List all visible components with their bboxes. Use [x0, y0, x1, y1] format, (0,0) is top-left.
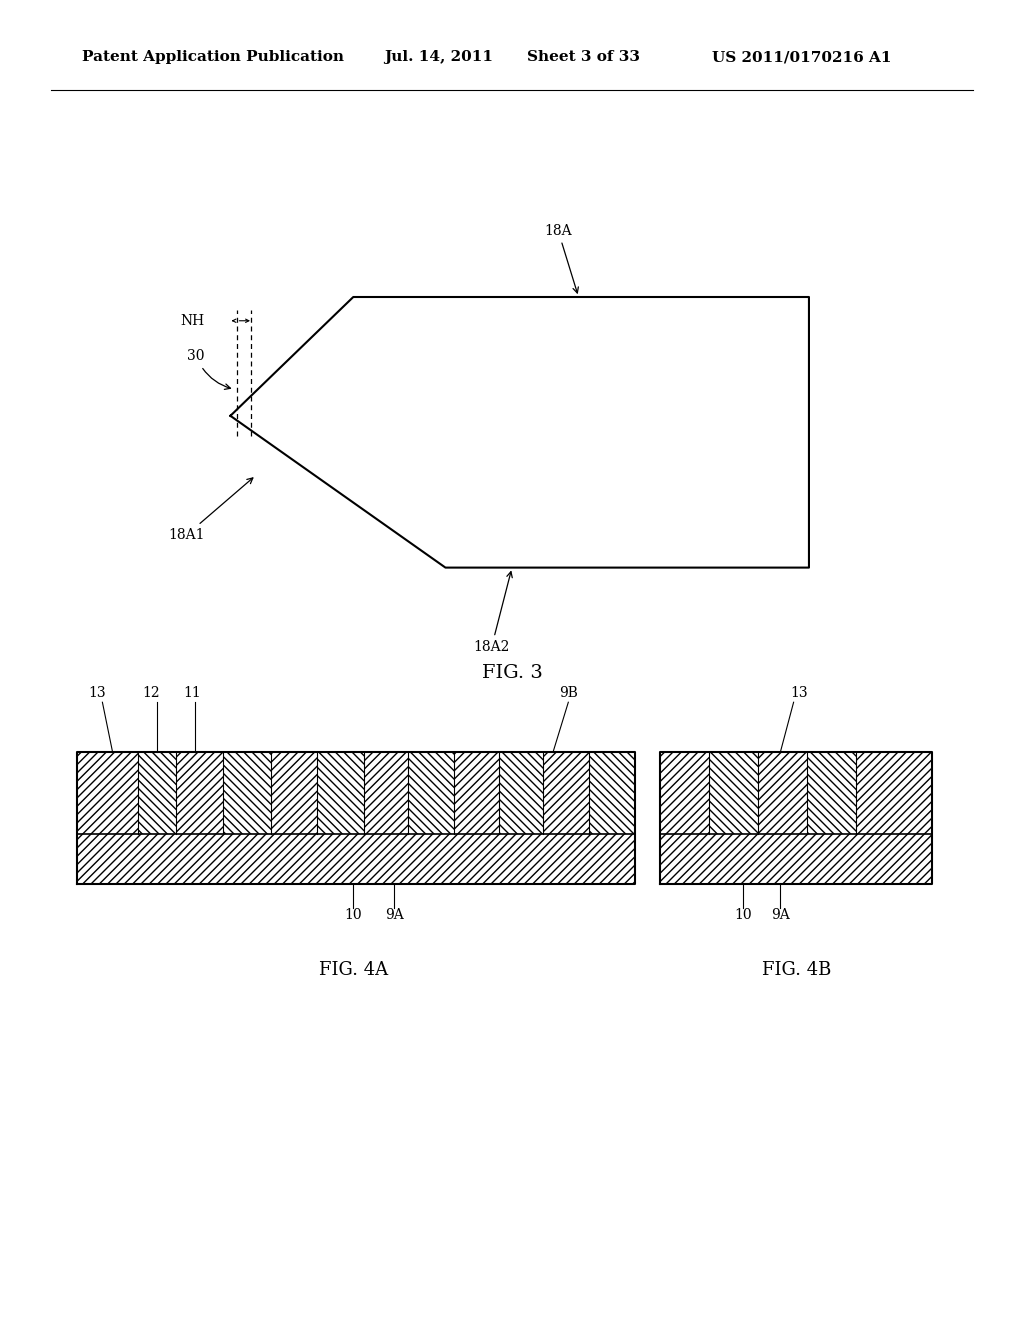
Bar: [758, 752, 807, 834]
Text: FIG. 4A: FIG. 4A: [318, 961, 388, 979]
Bar: [408, 752, 454, 834]
Text: 30: 30: [187, 350, 230, 389]
Text: Patent Application Publication: Patent Application Publication: [82, 50, 344, 65]
Bar: [589, 752, 635, 834]
Text: FIG. 3: FIG. 3: [481, 664, 543, 682]
Bar: [499, 752, 543, 834]
Bar: [710, 752, 758, 834]
Bar: [138, 752, 176, 834]
Text: NH: NH: [180, 314, 205, 327]
Text: 18A1: 18A1: [168, 478, 253, 543]
Bar: [454, 752, 499, 834]
Bar: [364, 752, 408, 834]
Bar: [807, 752, 856, 834]
Bar: [856, 752, 932, 834]
Text: 13: 13: [790, 685, 808, 700]
Text: 9A: 9A: [385, 908, 403, 923]
Text: 9B: 9B: [559, 685, 578, 700]
Text: FIG. 4B: FIG. 4B: [762, 961, 831, 979]
Text: Jul. 14, 2011: Jul. 14, 2011: [384, 50, 493, 65]
Text: 10: 10: [344, 908, 362, 923]
Text: 12: 12: [142, 685, 161, 700]
Bar: [223, 752, 271, 834]
Bar: [317, 752, 364, 834]
Bar: [543, 752, 589, 834]
Bar: [77, 834, 635, 884]
Bar: [77, 752, 138, 834]
Text: 18A: 18A: [545, 223, 579, 293]
Text: 11: 11: [183, 685, 202, 700]
Bar: [271, 752, 317, 834]
Bar: [176, 752, 223, 834]
Text: 10: 10: [734, 908, 753, 923]
Bar: [660, 834, 932, 884]
Text: 18A2: 18A2: [473, 572, 512, 655]
Text: 13: 13: [88, 685, 106, 700]
Text: 9A: 9A: [771, 908, 790, 923]
Text: Sheet 3 of 33: Sheet 3 of 33: [527, 50, 640, 65]
Bar: [660, 752, 710, 834]
Text: US 2011/0170216 A1: US 2011/0170216 A1: [712, 50, 891, 65]
